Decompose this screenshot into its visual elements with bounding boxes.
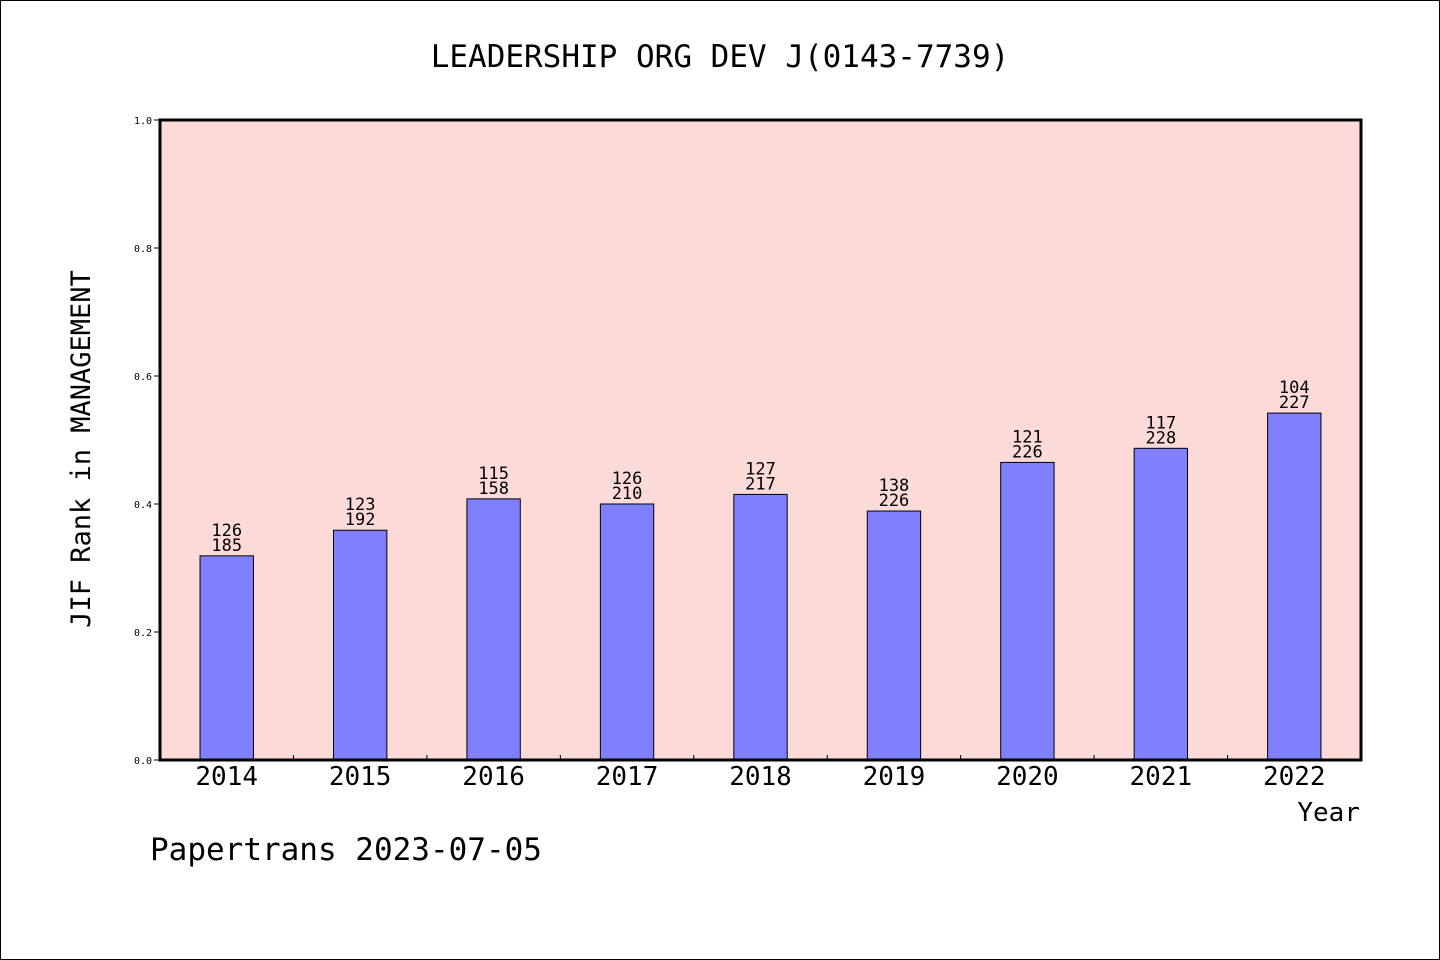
bar: [1000, 461, 1055, 761]
bar-total-label: 192: [345, 510, 376, 530]
bar-rank-label: 115: [478, 464, 509, 484]
bar-rank-label: 117: [1145, 413, 1176, 433]
bar-rank-label: 126: [211, 521, 242, 541]
bar-rank-label: 121: [1012, 427, 1043, 447]
bar-total-label: 158: [478, 479, 509, 499]
bar-total-label: 226: [1012, 442, 1043, 462]
y-tick-label: 0.2: [134, 628, 152, 639]
bar: [332, 529, 388, 761]
bar-rank-label: 138: [879, 476, 910, 496]
x-tick-label: 2014: [195, 762, 258, 792]
bar-rank-label: 126: [612, 469, 643, 489]
bar: [1267, 412, 1322, 761]
bar-rank-label: 127: [745, 459, 776, 479]
x-axis-label: Year: [1297, 798, 1360, 828]
bar: [1133, 447, 1189, 761]
x-tick-label: 2019: [863, 762, 926, 792]
bar-total-label: 185: [211, 536, 242, 556]
bar-total-label: 227: [1279, 393, 1310, 413]
y-tick-label: 0.8: [134, 244, 152, 255]
y-tick-label: 0.4: [134, 500, 152, 511]
x-tick-label: 2018: [729, 762, 792, 792]
bar: [733, 493, 788, 761]
x-tick-label: 2022: [1263, 762, 1326, 792]
x-axis-ticks: 2014 2015 2016 2017 2018 2019 2020 2021 2022: [195, 755, 1326, 792]
bar-total-label: 226: [879, 491, 910, 511]
bar: [866, 510, 922, 761]
footer-note: Papertrans 2023-07-05: [150, 832, 542, 868]
bar-total-label: 228: [1145, 428, 1176, 448]
bar: [466, 498, 521, 761]
bars-group: [199, 412, 1322, 761]
y-axis-label: JIF Rank in MANAGEMENT: [66, 270, 97, 628]
y-axis-ticks: 0.0 0.2 0.4 0.6 0.8 1.0: [134, 116, 160, 767]
x-tick-label: 2017: [596, 762, 659, 792]
bar: [199, 555, 254, 761]
x-tick-label: 2015: [329, 762, 392, 792]
x-tick-label: 2021: [1130, 762, 1193, 792]
x-tick-label: 2020: [996, 762, 1059, 792]
chart-title: LEADERSHIP ORG DEV J(0143-7739): [431, 39, 1010, 75]
x-tick-label: 2016: [462, 762, 525, 792]
bar-total-label: 210: [612, 484, 643, 504]
bar-rank-label: 104: [1279, 378, 1310, 398]
bar: [599, 503, 655, 761]
y-tick-label: 1.0: [134, 116, 152, 127]
bar-total-label: 217: [745, 474, 776, 494]
y-tick-label: 0.6: [134, 372, 152, 383]
plot-border: [158, 118, 1363, 762]
y-tick-label: 0.0: [134, 756, 152, 767]
bar-rank-label: 123: [345, 495, 376, 515]
